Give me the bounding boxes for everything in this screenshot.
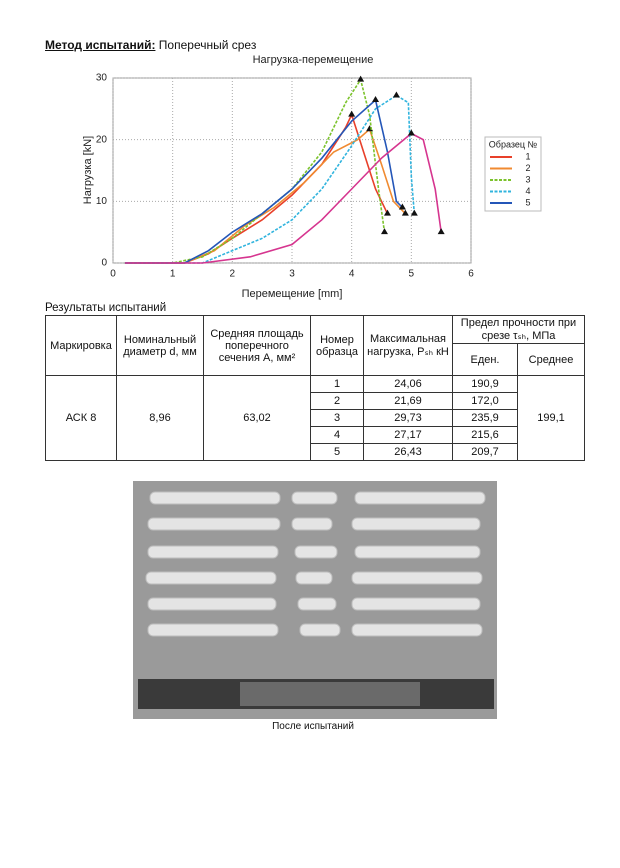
legend-box	[484, 136, 542, 212]
point-marker	[437, 228, 445, 235]
cell: 215,6	[452, 426, 518, 444]
th: Маркировка	[45, 315, 117, 376]
point-marker	[383, 209, 391, 216]
cell: 5	[310, 443, 364, 461]
point-marker	[392, 91, 400, 98]
legend-label: 5	[525, 197, 530, 207]
th: Максимальная нагрузка, Pₛₕ кН	[363, 315, 453, 376]
cell: 27,17	[363, 426, 453, 444]
legend-title: Образец №	[489, 139, 538, 149]
y-tick-label: 0	[101, 258, 107, 269]
point-marker	[380, 228, 388, 235]
x-tick-label: 1	[170, 269, 176, 280]
point-marker	[398, 203, 406, 210]
y-axis-label: Нагрузка [kN]	[82, 136, 94, 204]
point-marker	[410, 209, 418, 216]
point-marker	[407, 129, 415, 136]
series-line	[124, 77, 386, 264]
th: Еден.	[452, 343, 518, 376]
point-marker	[357, 75, 365, 82]
cell: 21,69	[363, 392, 453, 410]
cell: 209,7	[452, 443, 518, 461]
th: Средняя площадь поперечного сечения A, м…	[203, 315, 311, 376]
point-marker	[348, 110, 356, 117]
cell: 8,96	[116, 375, 204, 461]
legend-label: 4	[525, 186, 530, 196]
point-marker	[401, 209, 409, 216]
results-table: Маркировка Номинальный диаметр d, мм Сре…	[45, 315, 585, 461]
th: Предел прочности при срезе τₛₕ, МПа	[452, 315, 585, 344]
ruler	[138, 679, 494, 709]
th: Среднее	[517, 343, 585, 376]
th: Номер образца	[310, 315, 364, 376]
cell: 63,02	[203, 375, 311, 461]
header: Метод испытаний: Поперечный срез	[45, 38, 256, 52]
cell: АСК 8	[45, 375, 117, 461]
cell: 190,9	[452, 375, 518, 393]
x-tick-label: 4	[349, 269, 355, 280]
cell: 4	[310, 426, 364, 444]
cell: 26,43	[363, 443, 453, 461]
photo-caption: После испытаний	[272, 721, 354, 732]
cell: 2	[310, 392, 364, 410]
cell: 1	[310, 375, 364, 393]
x-tick-label: 2	[230, 269, 236, 280]
rods	[145, 491, 486, 637]
cell: 24,06	[363, 375, 453, 393]
ruler-scale	[240, 682, 420, 706]
legend-label: 2	[525, 163, 530, 173]
th: Номинальный диаметр d, мм	[116, 315, 204, 376]
series-line	[124, 98, 403, 264]
point-marker	[372, 96, 380, 103]
x-tick-label: 0	[110, 269, 116, 280]
header-value: Поперечный срез	[158, 38, 257, 52]
cell: 172,0	[452, 392, 518, 410]
y-tick-label: 20	[96, 134, 108, 145]
cell: 3	[310, 409, 364, 427]
x-tick-label: 3	[289, 269, 295, 280]
table-caption: Результаты испытаний	[45, 302, 167, 314]
cell: 29,73	[363, 409, 453, 427]
cell: 199,1	[517, 375, 585, 461]
photo	[133, 481, 497, 719]
y-tick-label: 10	[96, 196, 108, 207]
point-marker	[366, 125, 374, 132]
legend-label: 3	[525, 174, 530, 184]
x-axis-label: Перемещение [mm]	[242, 288, 343, 300]
chart: Нагрузка-перемещение Нагрузка [kN] Перем…	[82, 54, 542, 300]
series-line	[124, 132, 442, 264]
x-tick-label: 6	[468, 269, 474, 280]
cell: 235,9	[452, 409, 518, 427]
series-line	[124, 94, 416, 264]
chart-title: Нагрузка-перемещение	[253, 54, 374, 66]
x-tick-label: 5	[409, 269, 415, 280]
header-label: Метод испытаний:	[45, 38, 156, 52]
y-tick-label: 30	[96, 73, 108, 84]
legend-label: 1	[525, 151, 530, 161]
